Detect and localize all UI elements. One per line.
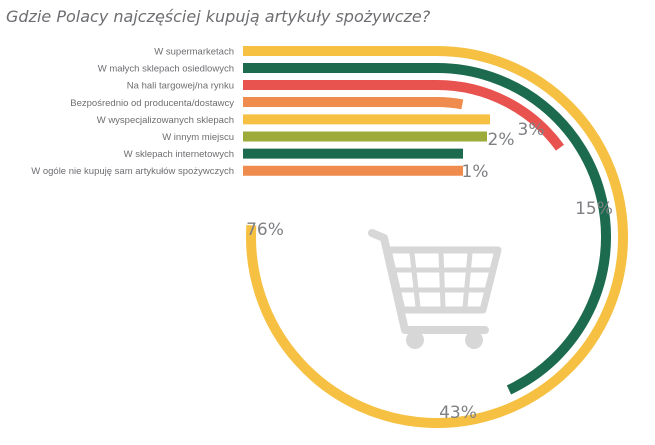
shopping-cart-icon xyxy=(368,229,502,349)
chart-title: Gdzie Polacy najczęściej kupują artykuły… xyxy=(6,7,431,26)
category-label: W innym miejscu xyxy=(162,132,234,143)
data-label: 1% xyxy=(462,162,489,182)
data-label: 3% xyxy=(518,120,545,140)
bar xyxy=(243,80,565,151)
data-label: 15% xyxy=(575,199,613,219)
category-label: W sklepach internetowych xyxy=(124,149,234,160)
bar xyxy=(243,46,629,428)
data-label: 43% xyxy=(439,403,477,423)
category-label: W supermarketach xyxy=(154,47,234,58)
data-label: 76% xyxy=(246,220,284,240)
category-label: Bezpośrednio od producenta/dostawcy xyxy=(70,98,234,109)
category-label: W małych sklepach osiedlowych xyxy=(98,64,234,75)
category-label: W ogóle nie kupuję sam artykułów spożywc… xyxy=(31,166,234,177)
bar xyxy=(243,97,464,110)
bar xyxy=(243,63,612,395)
category-label: W wyspecjalizowanych sklepach xyxy=(97,115,234,126)
data-label: 2% xyxy=(488,130,515,150)
category-label: Na hali targowej/na rynku xyxy=(127,81,234,92)
